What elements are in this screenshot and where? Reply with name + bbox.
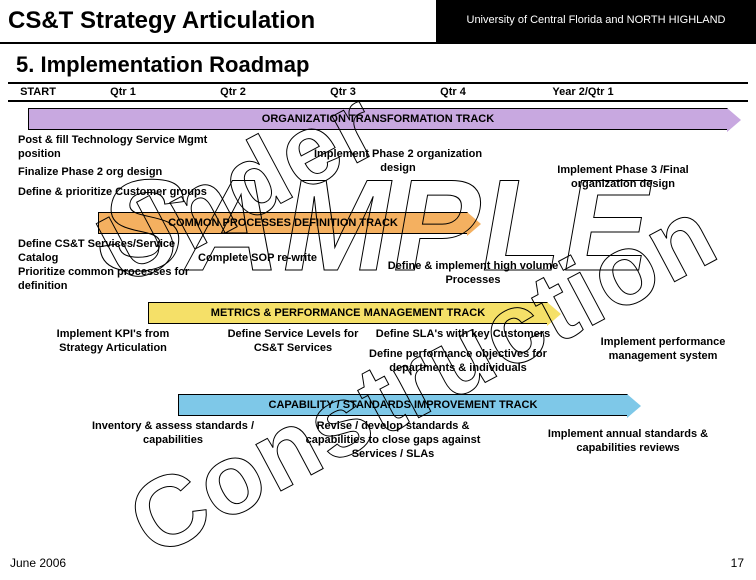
track-label: CAPABILITY / STANDARDS IMPROVEMENT TRACK (269, 399, 538, 411)
track-capabilities: CAPABILITY / STANDARDS IMPROVEMENT TRACK (178, 394, 628, 416)
cap-item-c: Implement annual standards & capabilitie… (528, 428, 728, 456)
timeline-y2: Year 2/Qtr 1 (508, 86, 658, 98)
timeline-q1: Qtr 1 (68, 86, 178, 98)
timeline-q4: Qtr 4 (398, 86, 508, 98)
track-label: COMMON PROCESSES DEFINITION TRACK (168, 217, 398, 229)
timeline-header: START Qtr 1 Qtr 2 Qtr 3 Qtr 4 Year 2/Qtr… (0, 84, 756, 100)
footer-date: June 2006 (10, 556, 66, 570)
divider (8, 100, 748, 102)
metrics-item-a: Implement KPI's from Strategy Articulati… (38, 328, 188, 356)
logo-block: University of Central Florida and NORTH … (436, 0, 756, 43)
section-title: 5. Implementation Roadmap (0, 44, 756, 82)
page-number: 17 (731, 556, 744, 570)
track-label: METRICS & PERFORMANCE MANAGEMENT TRACK (211, 307, 485, 319)
cap-item-a: Inventory & assess standards / capabilit… (78, 420, 268, 448)
timeline-q3: Qtr 3 (288, 86, 398, 98)
track-capabilities-items: Inventory & assess standards / capabilit… (8, 420, 748, 480)
org-item-e: Implement Phase 3 /Final organization de… (538, 164, 708, 192)
metrics-item-b: Define Service Levels for CS&T Services (218, 328, 368, 356)
process-item-d: Define & implement high volume Processes (368, 260, 578, 288)
track-metrics-items: Implement KPI's from Strategy Articulati… (8, 328, 748, 388)
process-item-a: Define CS&T Services/Service Catalog (18, 238, 188, 266)
track-process-items: Define CS&T Services/Service Catalog Com… (8, 238, 748, 296)
timeline-q2: Qtr 2 (178, 86, 288, 98)
org-item-c: Define & prioritize Customer groups (18, 186, 248, 200)
logo-text: University of Central Florida and NORTH … (467, 14, 726, 27)
process-item-c: Prioritize common processes for definiti… (18, 266, 218, 294)
track-label: ORGANIZATION TRANSFORMATION TRACK (262, 113, 494, 125)
timeline-start: START (8, 86, 68, 98)
org-item-d: Implement Phase 2 organization design (298, 148, 498, 176)
track-organization: ORGANIZATION TRANSFORMATION TRACK (28, 108, 728, 130)
track-metrics: METRICS & PERFORMANCE MANAGEMENT TRACK (148, 302, 548, 324)
metrics-item-e: Implement performance management system (588, 336, 738, 364)
metrics-item-d: Define performance objectives for depart… (348, 348, 568, 376)
metrics-item-c: Define SLA's with key Customers (368, 328, 558, 342)
cap-item-b: Revise / develop standards & capabilitie… (288, 420, 498, 461)
org-item-b: Finalize Phase 2 org design (18, 166, 218, 180)
org-item-a: Post & fill Technology Service Mgmt posi… (18, 134, 238, 162)
roadmap-content: ORGANIZATION TRANSFORMATION TRACK Post &… (0, 108, 756, 480)
page-title: CS&T Strategy Articulation (0, 7, 436, 35)
track-organization-items: Post & fill Technology Service Mgmt posi… (8, 134, 748, 206)
process-item-b: Complete SOP re-write (198, 252, 358, 266)
track-process: COMMON PROCESSES DEFINITION TRACK (98, 212, 468, 234)
header: CS&T Strategy Articulation University of… (0, 0, 756, 44)
